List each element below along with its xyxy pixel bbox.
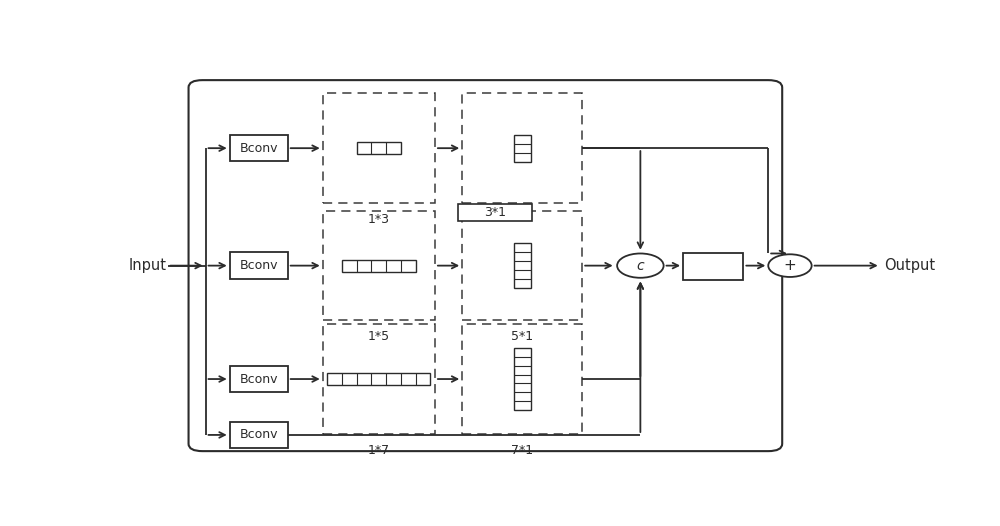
Bar xyxy=(514,244,531,288)
Bar xyxy=(462,94,582,203)
Bar xyxy=(514,348,531,410)
Text: 1*3: 1*3 xyxy=(368,213,390,226)
Text: +: + xyxy=(784,258,796,273)
Bar xyxy=(683,254,743,280)
Circle shape xyxy=(768,254,812,277)
Bar xyxy=(230,135,288,161)
Text: 1*5: 1*5 xyxy=(368,330,390,343)
Text: Input: Input xyxy=(129,258,167,273)
Text: Output: Output xyxy=(885,258,936,273)
Bar xyxy=(357,142,401,154)
Bar xyxy=(462,211,582,320)
Bar xyxy=(323,211,435,320)
Bar xyxy=(323,94,435,203)
Bar xyxy=(458,204,532,221)
Bar xyxy=(342,259,416,272)
Bar xyxy=(230,366,288,392)
Text: c: c xyxy=(637,259,644,272)
Bar xyxy=(323,325,435,434)
Text: Bconv: Bconv xyxy=(239,429,278,441)
Text: Bconv: Bconv xyxy=(239,259,278,272)
Text: Bconv: Bconv xyxy=(239,372,278,386)
Bar xyxy=(230,252,288,279)
Bar xyxy=(327,373,430,385)
Text: Bconv: Bconv xyxy=(694,260,732,273)
Bar xyxy=(514,135,531,161)
Text: Bconv: Bconv xyxy=(239,141,278,155)
Text: 5*1: 5*1 xyxy=(511,330,533,343)
Text: 1*7: 1*7 xyxy=(368,444,390,457)
Bar xyxy=(230,422,288,448)
Text: 3*1: 3*1 xyxy=(484,206,506,219)
Bar xyxy=(462,325,582,434)
Text: 7*1: 7*1 xyxy=(511,444,533,457)
Circle shape xyxy=(617,254,664,278)
